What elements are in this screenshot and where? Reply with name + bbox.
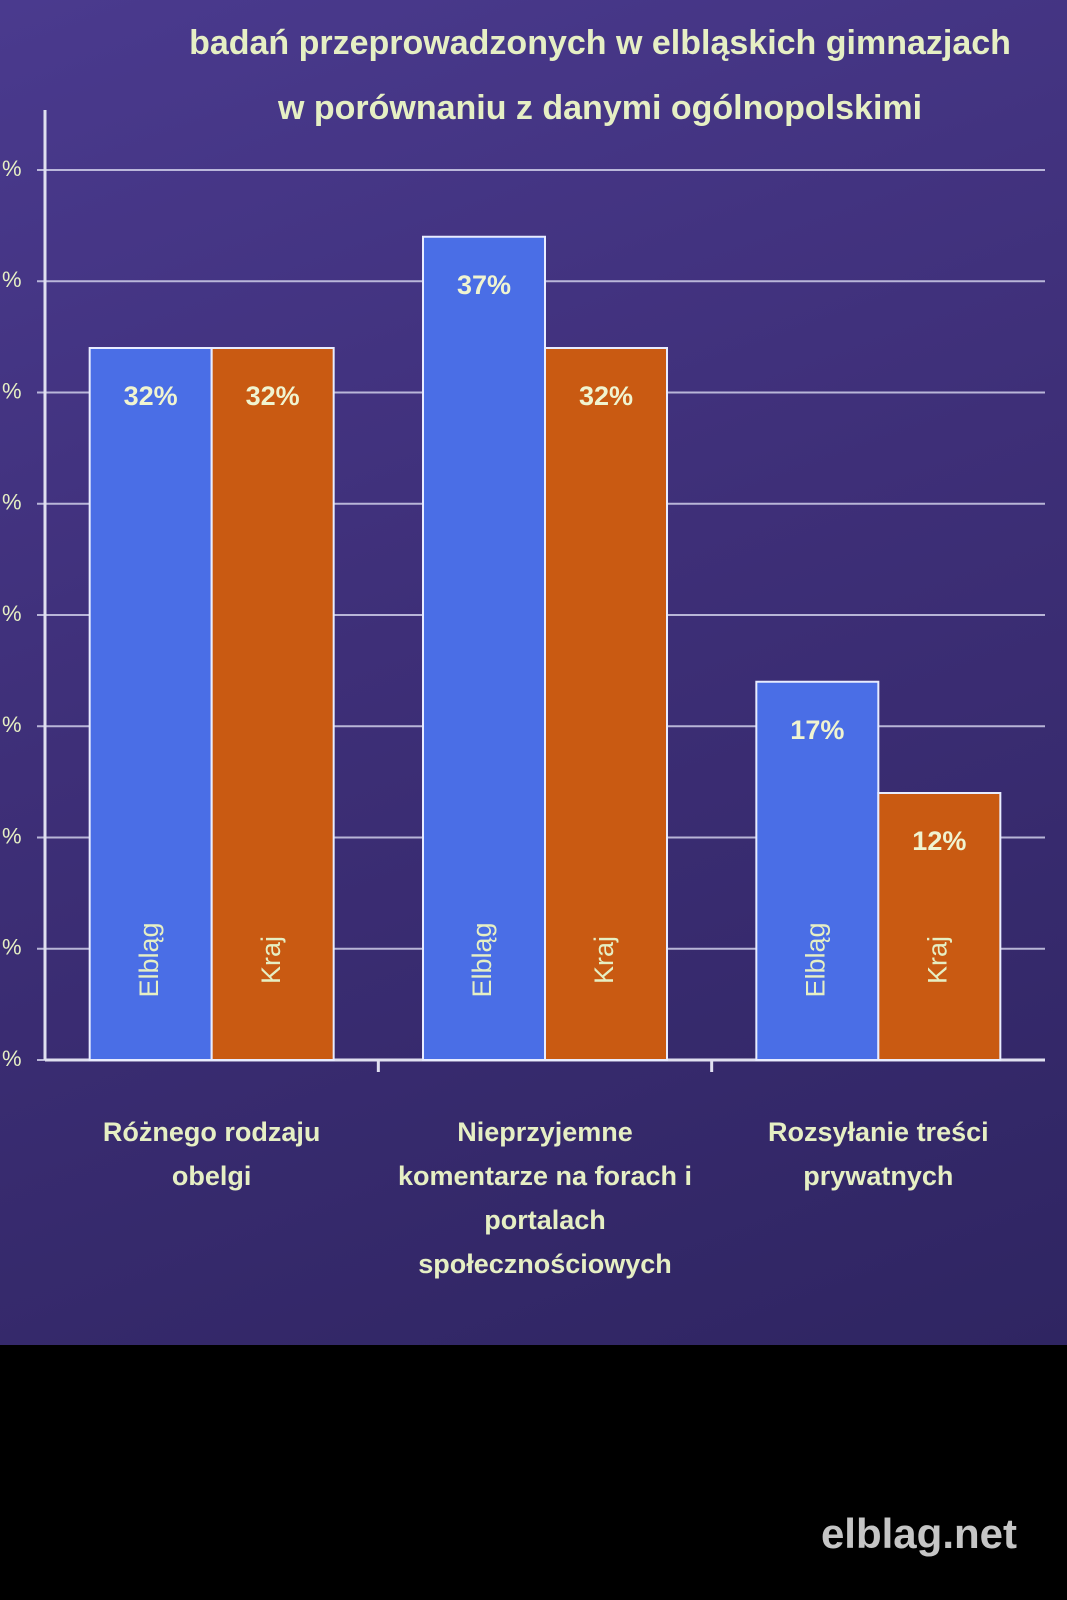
y-tick-label: % [2, 601, 22, 626]
data-label: 17% [790, 715, 844, 745]
x-tick-label: Rozsyłanie treści prywatnych [768, 1117, 989, 1191]
y-tick-label: % [2, 267, 22, 292]
x-tick-label: Różnego rodzaju obelgi [102, 1117, 321, 1191]
y-tick-label: % [2, 378, 22, 403]
y-tick-label: % [2, 156, 22, 181]
watermark: elblag.net [820, 1510, 1017, 1557]
chart: badań przeprowadzonych w elbląskich gimn… [2, 24, 1045, 1072]
data-label: 32% [579, 381, 633, 411]
bar [88, 347, 213, 1061]
data-label: 32% [124, 381, 178, 411]
bar-series-label: Elbląg [467, 922, 497, 997]
bar-series-label: Elbląg [134, 922, 164, 997]
bar-series-label: Kraj [256, 936, 286, 984]
bar-series-label: Kraj [589, 936, 619, 984]
bar [210, 347, 335, 1061]
data-label: 32% [246, 381, 300, 411]
data-label: 37% [457, 270, 511, 300]
y-tick-label: % [2, 823, 22, 848]
data-label: 12% [912, 826, 966, 856]
y-tick-label: % [2, 490, 22, 515]
bar-series-label: Elbląg [800, 922, 830, 997]
bar [544, 347, 668, 1061]
bar-series-label: Kraj [922, 936, 952, 984]
y-tick-label: % [2, 935, 22, 960]
bar [877, 792, 1002, 1061]
x-tick-label: Nieprzyjemne komentarze na forach i port… [397, 1117, 693, 1279]
y-tick-label: % [2, 1046, 22, 1071]
chart-title: badań przeprowadzonych w elbląskich gimn… [189, 24, 1011, 62]
y-tick-label: % [2, 712, 22, 737]
bar [755, 680, 880, 1061]
chart-subtitle: w porównaniu z danymi ogólnopolskimi [277, 89, 922, 127]
